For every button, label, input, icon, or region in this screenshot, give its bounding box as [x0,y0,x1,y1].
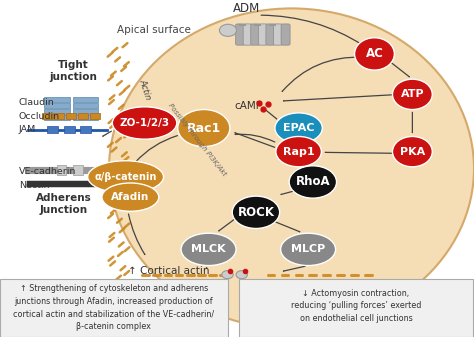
Text: ZO-1/2/3: ZO-1/2/3 [119,118,170,128]
FancyBboxPatch shape [73,115,98,120]
Ellipse shape [276,136,321,167]
Text: Tight
junction: Tight junction [49,60,98,82]
Text: EPAC: EPAC [283,123,314,133]
Text: Possibly through PI3K/Akt: Possibly through PI3K/Akt [166,102,227,177]
Text: Apical surface: Apical surface [117,25,191,35]
FancyBboxPatch shape [0,279,228,337]
Text: MLCK: MLCK [191,244,226,254]
Ellipse shape [392,79,432,110]
Text: Occludin: Occludin [19,112,60,121]
Text: ↑ Strengthening of cytoskeleton and adherens
junctions through Afadin, increased: ↑ Strengthening of cytoskeleton and adhe… [13,284,214,331]
Text: RhoA: RhoA [295,176,330,188]
Ellipse shape [88,161,164,193]
Ellipse shape [392,136,432,167]
FancyBboxPatch shape [281,24,290,45]
Ellipse shape [281,233,336,266]
FancyBboxPatch shape [44,103,70,108]
Text: AC: AC [365,48,383,60]
Text: ADM: ADM [233,2,260,15]
Text: ROCK: ROCK [237,206,274,219]
Circle shape [222,271,233,279]
Text: Claudin: Claudin [19,98,55,107]
FancyBboxPatch shape [73,17,95,293]
FancyBboxPatch shape [273,24,283,45]
Text: ↓ Actomyosin contraction,
reducing ‘pulling forces’ exerted
on endothelial cell : ↓ Actomyosin contraction, reducing ‘pull… [291,289,421,323]
Bar [73,165,83,175]
Ellipse shape [181,233,236,266]
Text: MLCP: MLCP [291,244,325,254]
Text: Rap1: Rap1 [283,147,314,157]
Circle shape [219,24,237,36]
Ellipse shape [289,166,337,198]
FancyBboxPatch shape [0,297,190,337]
Text: α/β-catenin: α/β-catenin [94,172,157,182]
Text: VE-cadherin: VE-cadherin [19,167,76,176]
FancyBboxPatch shape [236,24,245,45]
FancyBboxPatch shape [90,113,100,119]
Text: Adherens
Junction: Adherens Junction [36,193,92,215]
FancyBboxPatch shape [0,0,73,337]
FancyBboxPatch shape [54,113,64,119]
FancyBboxPatch shape [73,103,98,108]
FancyBboxPatch shape [73,97,98,102]
Text: JAM: JAM [19,125,36,134]
Text: PKA: PKA [400,147,425,157]
Text: Endothelial cell: Endothelial cell [351,292,426,302]
FancyBboxPatch shape [66,113,76,119]
FancyBboxPatch shape [251,24,260,45]
FancyBboxPatch shape [239,279,473,337]
FancyBboxPatch shape [80,126,91,133]
Bar [57,165,66,175]
Circle shape [236,271,247,279]
FancyBboxPatch shape [44,109,70,114]
Text: ATP: ATP [401,89,424,99]
Text: Actin: Actin [137,78,153,101]
FancyBboxPatch shape [78,113,88,119]
Ellipse shape [102,183,159,211]
FancyBboxPatch shape [44,115,70,120]
FancyBboxPatch shape [243,24,252,45]
FancyBboxPatch shape [266,24,275,45]
Text: ↑ Cortical actin: ↑ Cortical actin [128,266,209,276]
Ellipse shape [232,196,280,228]
FancyBboxPatch shape [64,126,75,133]
Text: cAMP: cAMP [235,101,263,111]
Text: Nectin: Nectin [19,181,49,190]
Ellipse shape [178,110,230,147]
Ellipse shape [275,113,322,143]
Ellipse shape [112,107,177,139]
FancyBboxPatch shape [258,24,267,45]
Text: Afadin: Afadin [111,192,149,202]
FancyBboxPatch shape [44,97,70,102]
Text: Rac1: Rac1 [187,122,221,134]
FancyBboxPatch shape [47,126,58,133]
FancyBboxPatch shape [73,109,98,114]
Ellipse shape [109,8,474,329]
Ellipse shape [355,38,394,70]
FancyBboxPatch shape [42,113,53,119]
